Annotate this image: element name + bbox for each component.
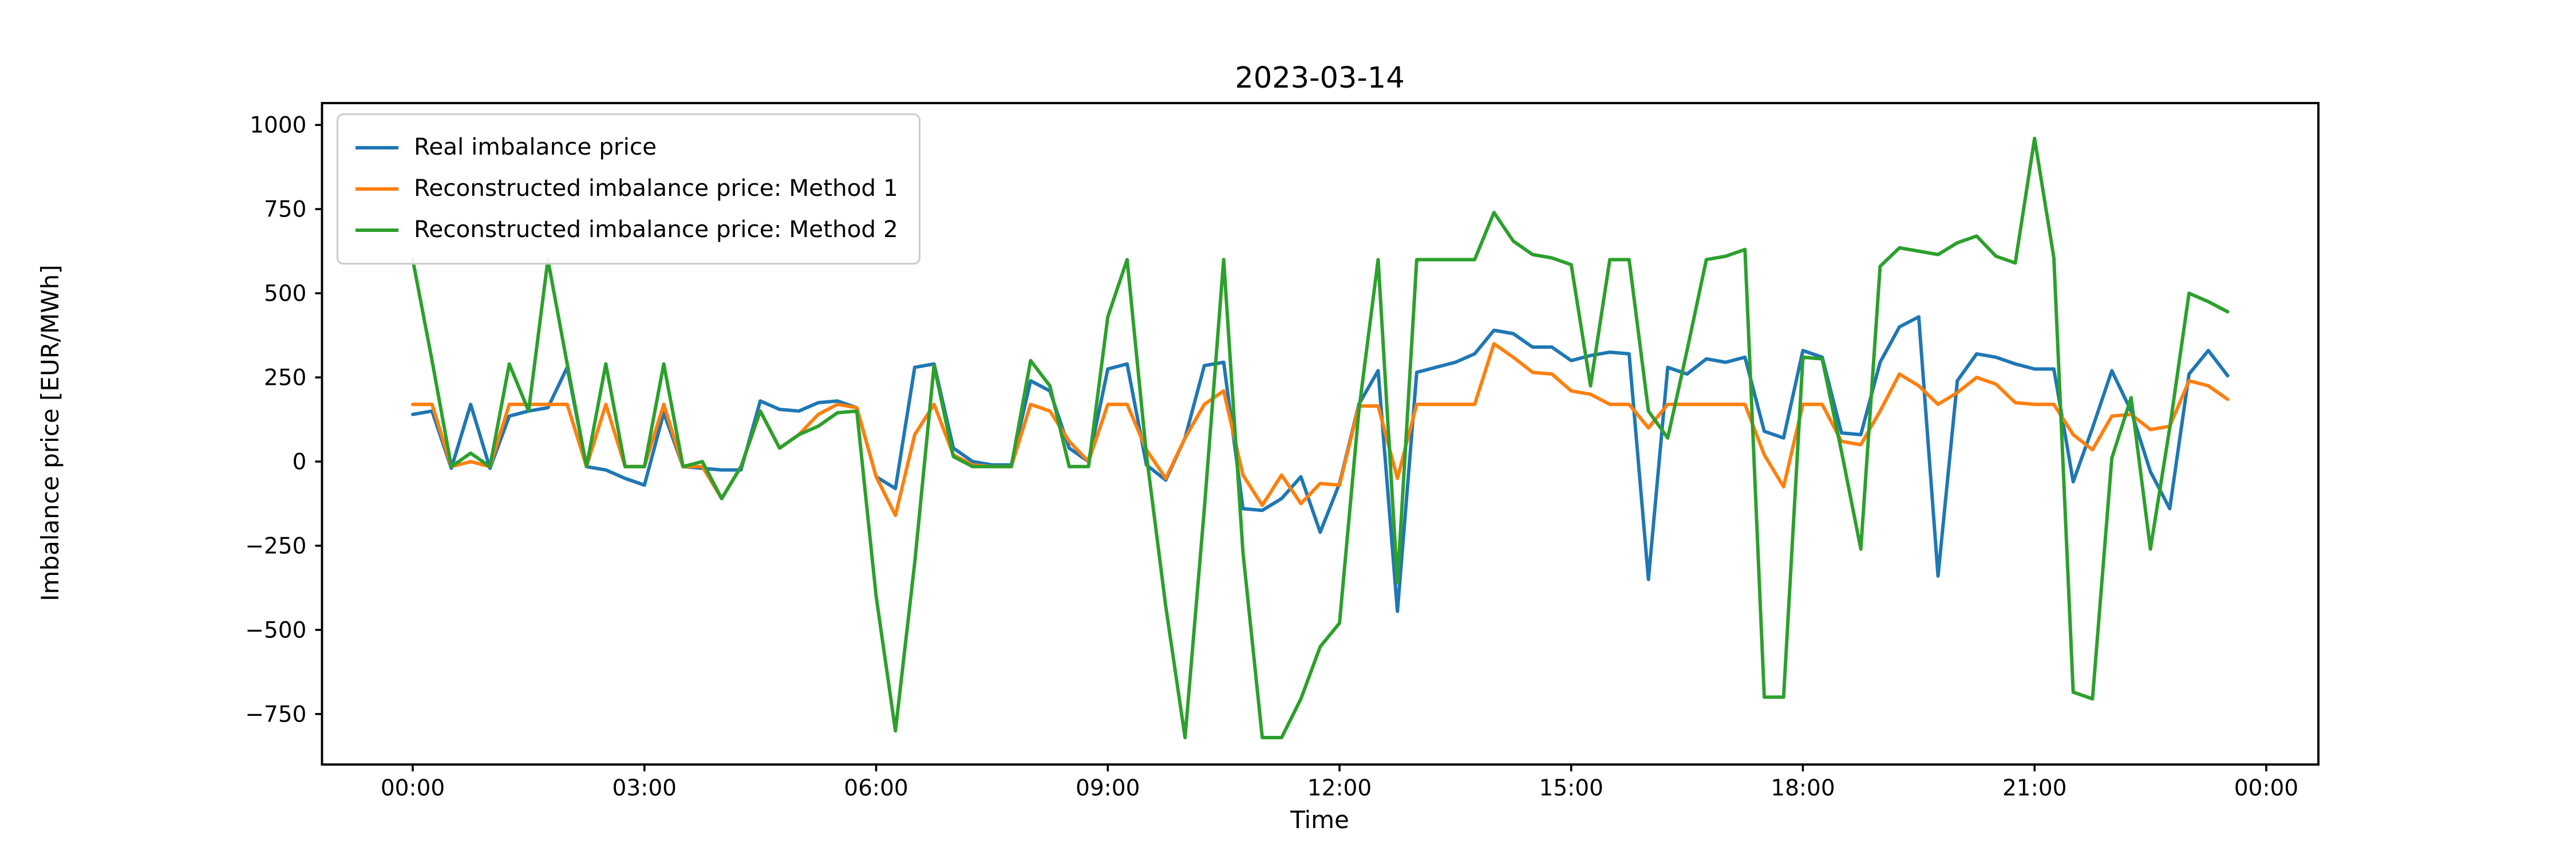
x-axis-label: Time [1290,807,1349,835]
legend-item-0: Real imbalance price [355,127,898,168]
legend-label: Reconstructed imbalance price: Method 1 [414,175,898,203]
y-tick-label: 750 [264,197,306,223]
legend: Real imbalance price Reconstructed imbala… [337,113,920,265]
legend-label: Real imbalance price [414,134,657,161]
x-tick-label: 15:00 [1539,775,1603,801]
chart-title: 2023-03-14 [1235,62,1405,96]
series-line-1 [411,342,2230,518]
x-tick-label: 00:00 [2234,775,2298,801]
legend-swatch-icon [355,146,398,149]
y-tick-label: −250 [245,533,306,559]
series-line-0 [411,315,2230,613]
legend-item-2: Reconstructed imbalance price: Method 2 [355,210,898,251]
x-tick-label: 09:00 [1076,775,1140,801]
y-tick-label: 500 [264,281,306,307]
legend-item-1: Reconstructed imbalance price: Method 1 [355,168,898,210]
y-tick-label: −500 [245,617,306,643]
y-tick-label: 0 [293,449,307,475]
legend-swatch-icon [355,187,398,191]
x-tick-label: 03:00 [613,775,677,801]
x-tick-label: 12:00 [1307,775,1372,801]
series-line-2 [411,136,2230,739]
legend-label: Reconstructed imbalance price: Method 2 [414,216,898,244]
x-tick-label: 18:00 [1771,775,1835,801]
axes-frame [321,102,2320,766]
legend-swatch-icon [355,228,398,232]
x-tick-label: 00:00 [381,775,445,801]
x-tick-label: 06:00 [844,775,908,801]
x-tick-label: 21:00 [2002,775,2067,801]
y-tick-label: 1000 [250,113,306,139]
y-tick-label: 250 [264,365,306,391]
y-tick-label: −750 [245,702,306,727]
y-axis-label: Imbalance price [EUR/MWh] [38,265,65,601]
